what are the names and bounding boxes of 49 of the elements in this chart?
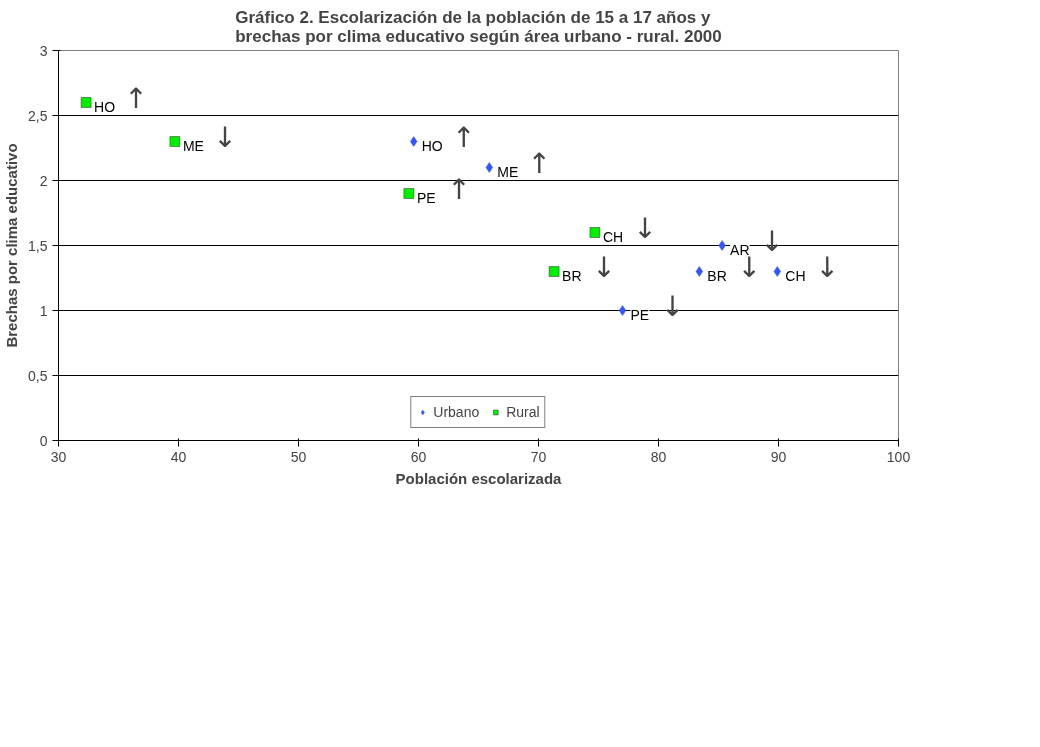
x-tick-label: 30 bbox=[50, 448, 67, 465]
point bbox=[403, 188, 415, 199]
point bbox=[548, 266, 560, 277]
x-axis-title: Población escolarizada bbox=[395, 469, 563, 487]
data-label: PE bbox=[630, 306, 650, 323]
annotation: ↓ bbox=[633, 212, 657, 245]
point bbox=[718, 240, 726, 251]
data-label: PE bbox=[416, 189, 436, 206]
x-tick-label: 80 bbox=[650, 448, 667, 465]
y-axis-title: Brechas por clima educativo bbox=[3, 143, 21, 348]
annotation: ↑ bbox=[527, 147, 552, 180]
x-tick-label: 100 bbox=[886, 448, 911, 465]
data-label: ME bbox=[182, 137, 204, 154]
annotation: ↑ bbox=[124, 82, 148, 115]
point bbox=[773, 266, 781, 277]
point bbox=[169, 136, 181, 147]
y-tick-label: 3 bbox=[39, 42, 48, 59]
point bbox=[695, 266, 703, 277]
data-label: CH bbox=[785, 267, 806, 284]
y-tick-label: 1 bbox=[39, 302, 48, 319]
y-tick-label: 1,5 bbox=[28, 237, 48, 254]
annotation: ↓ bbox=[592, 251, 616, 284]
legend-label: Urbano bbox=[433, 404, 480, 420]
x-tick-label: 50 bbox=[290, 448, 307, 465]
annotation: ↓ bbox=[815, 251, 840, 284]
y-tick-label: 0,5 bbox=[28, 367, 48, 384]
chart-title: Gráfico 2. Escolarización de la población de 15 a 17 años y brechas por clima educativo según área urbano - rural. 2000 bbox=[235, 7, 722, 46]
point bbox=[589, 227, 601, 238]
data-label: CH bbox=[602, 228, 624, 245]
data-label: HO bbox=[421, 137, 443, 154]
y-tick-label: 2 bbox=[39, 172, 48, 189]
legend-label: Rural bbox=[506, 404, 540, 420]
point bbox=[485, 162, 493, 173]
x-tick-label: 70 bbox=[530, 448, 547, 465]
data-label: BR bbox=[562, 267, 582, 284]
annotation: ↓ bbox=[213, 121, 237, 154]
data-label: ME bbox=[497, 163, 519, 180]
annotation: ↑ bbox=[447, 173, 471, 206]
point bbox=[618, 305, 627, 316]
y-tick-label: 2,5 bbox=[28, 107, 48, 124]
annotation: ↑ bbox=[451, 121, 476, 154]
y-tick-label: 0 bbox=[39, 432, 48, 449]
data-label: BR bbox=[707, 267, 727, 284]
x-tick-label: 40 bbox=[170, 448, 187, 465]
x-tick-label: 90 bbox=[770, 448, 787, 465]
point bbox=[410, 136, 418, 147]
x-tick-label: 60 bbox=[410, 448, 427, 465]
point bbox=[80, 97, 92, 108]
data-label: HO bbox=[94, 98, 116, 115]
